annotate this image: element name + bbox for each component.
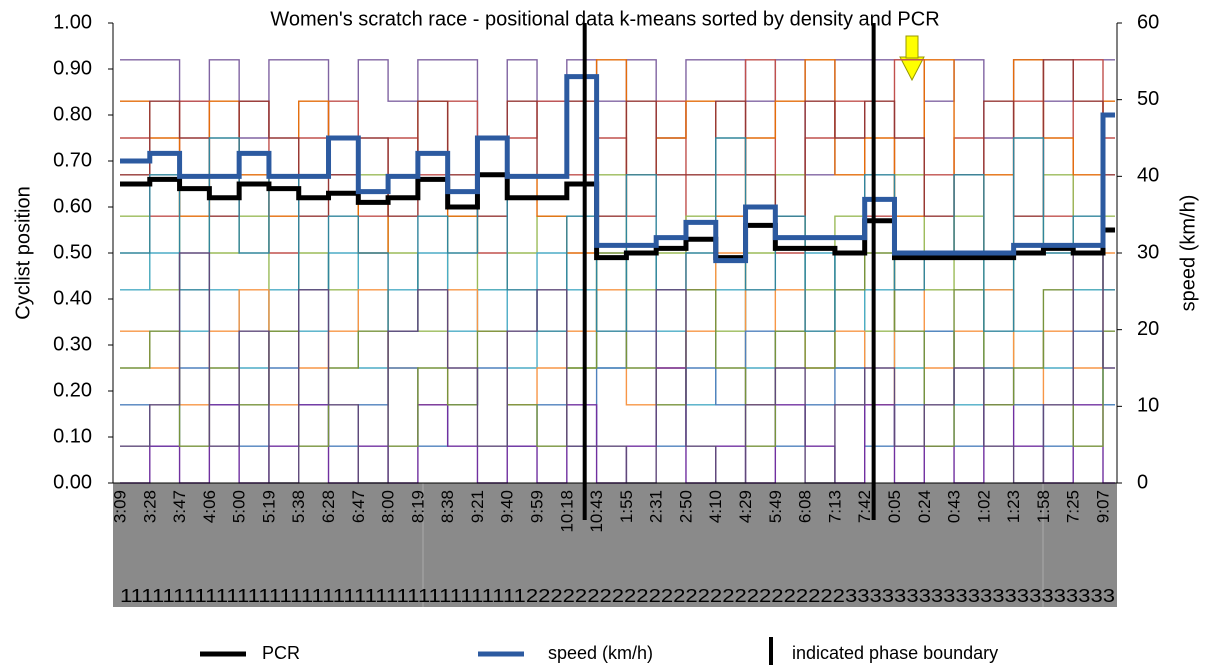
category-band [113,483,1117,607]
x-tick-label: 3:47 [170,490,189,523]
y2-tick-label: 60 [1137,11,1159,33]
x-tick-label: 3:28 [140,490,159,523]
x-tick-label: 0:24 [915,490,934,523]
x-tick-label: 6:28 [319,490,338,523]
x-tick-label: 9:07 [1093,490,1112,523]
legend-label: PCR [262,643,300,663]
x-tick-label: 9:21 [468,490,487,523]
plot-area [120,59,1115,484]
x-tick-label: 9:40 [498,490,517,523]
x-tick-label: 5:38 [289,490,308,523]
x-tick-label: 5:19 [259,490,278,523]
x-tick-label: 5:49 [766,490,785,523]
y-axis-label: Cyclist position [12,186,34,319]
y2-tick-label: 10 [1137,395,1159,417]
x-tick-label: 10:43 [587,490,606,533]
x-tick-label: 0:43 [945,490,964,523]
x-tick-label: 4:06 [200,490,219,523]
x-tick-label: 4:29 [736,490,755,523]
x-tick-label: 8:38 [438,490,457,523]
legend-label: indicated phase boundary [792,643,998,663]
x-tick-label: 2:50 [676,490,695,523]
x-tick-label: 10:18 [557,490,576,533]
x-tick-label: 7:25 [1064,490,1083,523]
y2-tick-label: 50 [1137,88,1159,110]
x-tick-label: 1:58 [1034,490,1053,523]
x-tick-label: 8:00 [379,490,398,523]
y-tick-label: 0.90 [53,57,92,79]
x-tick-label: 5:00 [230,490,249,523]
chart-title: Women's scratch race - positional data k… [270,8,939,30]
y2-tick-label: 20 [1137,318,1159,340]
y-tick-label: 0.10 [53,425,92,447]
y-tick-label: 0.00 [53,471,92,493]
x-tick-label: 0:05 [885,490,904,523]
series-line [120,74,1115,264]
series-line [120,172,1115,261]
x-tick-label: 7:42 [855,490,874,523]
y2-tick-label: 40 [1137,165,1159,187]
y2-tick-label: 30 [1137,241,1159,263]
x-tick-label: 4:10 [706,490,725,523]
x-tick-label: 1:23 [1004,490,1023,523]
x-tick-label: 6:47 [349,490,368,523]
x-tick-label: 8:19 [408,490,427,523]
x-tick-label: 9:59 [528,490,547,523]
y-tick-label: 0.70 [53,149,92,171]
y-tick-label: 0.20 [53,379,92,401]
y-tick-label: 0.40 [53,287,92,309]
x-tick-label: 7:13 [825,490,844,523]
y-tick-label: 0.50 [53,241,92,263]
x-tick-label: 1:02 [974,490,993,523]
x-tick-label: 2:31 [647,490,666,523]
legend-label: speed (km/h) [548,643,653,663]
x-tick-label: 3:09 [110,490,129,523]
y-tick-label: 1.00 [53,11,92,33]
y-tick-label: 0.30 [53,333,92,355]
y2-axis-label: speed (km/h) [1177,195,1199,312]
annotation-arrow-shaft [905,35,919,59]
y2-tick-label: 0 [1137,471,1148,493]
y-tick-label: 0.80 [53,103,92,125]
x-tick-label: 1:55 [617,490,636,523]
phase-row: 1111111111111111111111111111111111111122… [120,586,1115,606]
y-tick-label: 0.60 [53,195,92,217]
legend: indicated phase boundary PCR speed (km/h) [200,637,998,665]
x-tick-label: 6:08 [796,490,815,523]
